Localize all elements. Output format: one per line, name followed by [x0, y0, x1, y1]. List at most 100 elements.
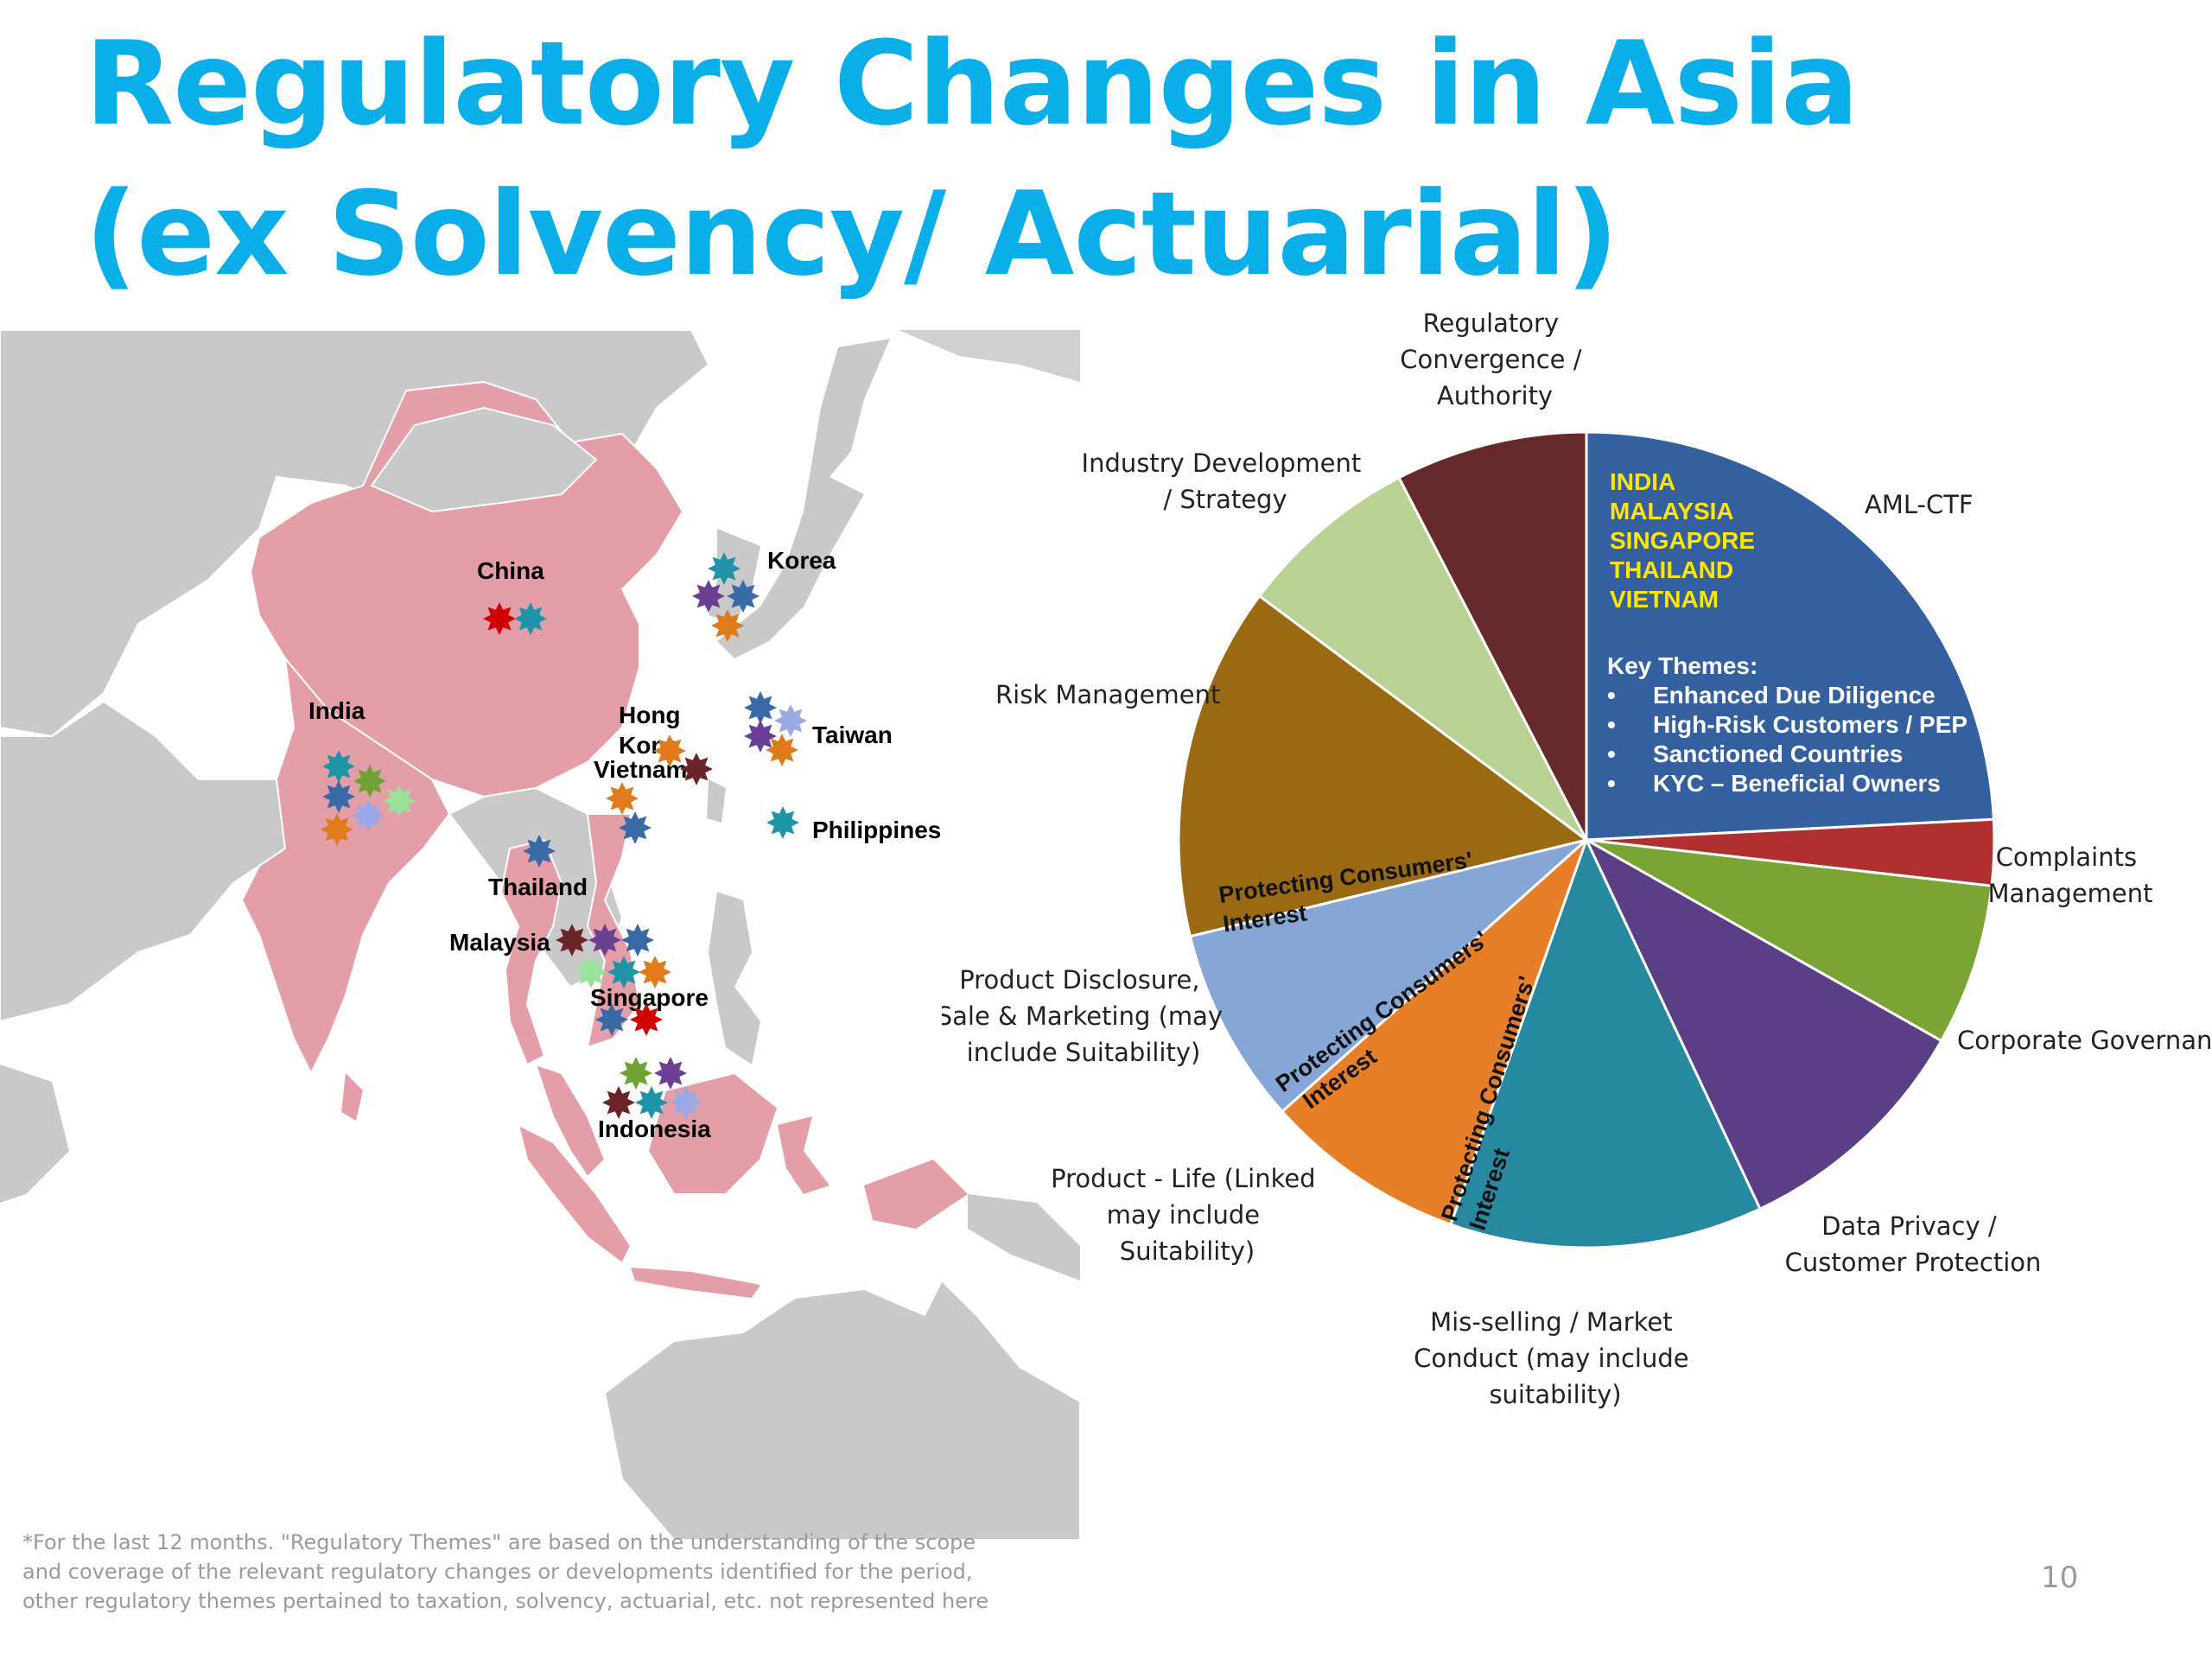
star-icon — [711, 609, 744, 642]
aml-countries: INDIA MALAYSIA SINGAPORE THAILAND VIETNA… — [1610, 468, 1762, 613]
star-icon — [353, 765, 386, 798]
star-icon — [556, 924, 588, 957]
pie-label-corporate-governance: Corporate Governance — [1957, 1026, 2212, 1055]
star-icon — [595, 1003, 628, 1036]
land-sumatra — [517, 1123, 632, 1265]
map-label-singapore: Singapore — [590, 984, 709, 1011]
star-icon — [692, 580, 725, 613]
star-icon — [635, 1086, 668, 1119]
star-icon — [621, 924, 654, 957]
page-number: 10 — [2041, 1560, 2079, 1595]
map-label-indonesia: Indonesia — [598, 1116, 711, 1142]
map-label-china: China — [477, 557, 544, 584]
theme-markers — [321, 552, 807, 1119]
land-taiwan — [707, 779, 726, 823]
land-korea — [709, 529, 760, 624]
footnote-line-1: *For the last 12 months. "Regulatory The… — [22, 1530, 976, 1554]
land-mongolia — [370, 406, 598, 513]
pie-label-aml-ctf: AML-CTF — [1865, 490, 1974, 519]
star-icon — [514, 602, 547, 635]
pie-label-data-privacy: Data Privacy / Customer Protection — [1785, 1211, 2042, 1277]
pie-slice-2 — [1586, 838, 1993, 1043]
pie-label-pd-1: Product Disclosure, — [959, 965, 1199, 995]
title-line-1: Regulatory Changes in Asia — [85, 16, 1859, 151]
map-label-hongkong-1: Hong — [619, 702, 681, 728]
star-icon — [483, 602, 516, 635]
pie-label-ms-3: suitability) — [1489, 1380, 1621, 1409]
pie-label-reg-1: Regulatory — [1423, 308, 1560, 338]
star-icon — [744, 720, 777, 753]
land-japan — [717, 339, 890, 658]
star-icon — [620, 1057, 652, 1090]
land-sri-lanka — [341, 1073, 363, 1121]
land-sulawesi — [778, 1116, 830, 1194]
pie-slice-4 — [1448, 836, 1762, 1249]
pie-slice-7 — [1177, 594, 1590, 938]
aml-themes-title: Key Themes: — [1607, 652, 1758, 679]
aml-theme-3: KYC – Beneficial Owners — [1653, 770, 1941, 797]
footnote: *For the last 12 months. "Regulatory The… — [22, 1528, 1016, 1616]
pie-label-regulatory-convergence: Regulatory Convergence / Authority — [1400, 308, 1589, 410]
pie-label-pl-3: Suitability) — [1120, 1236, 1255, 1266]
star-icon — [680, 753, 713, 785]
aml-theme-2: Sanctioned Countries — [1653, 741, 1903, 767]
star-icon — [352, 799, 385, 832]
aml-country-0: INDIA — [1610, 468, 1675, 495]
star-icon — [774, 704, 807, 737]
land-thailand — [499, 838, 563, 1066]
pie-label-comp-2: Management — [1987, 879, 2152, 908]
pie-label-reg-2: Convergence / — [1400, 345, 1581, 374]
pie-slice-6 — [1188, 838, 1587, 1114]
land-java — [631, 1268, 760, 1298]
pie-label-dp-1: Data Privacy / — [1821, 1211, 1997, 1241]
pie-slice-3 — [1583, 836, 1943, 1211]
aml-theme-0: Enhanced Due Diligence — [1653, 682, 1936, 709]
title-line-2: (ex Solvency/ Actuarial) — [85, 167, 1618, 302]
pie-label-pl-2: may include — [1107, 1200, 1260, 1230]
pie-slice-8 — [1257, 475, 1588, 842]
pie-label-product-life: Product - Life (Linked may include Suita… — [1051, 1164, 1324, 1266]
star-icon — [639, 956, 671, 988]
regulatory-themes-pie: Protecting Consumers' Interest Protectin… — [942, 308, 2212, 1409]
pie-slice-0 — [1585, 430, 1995, 842]
slide-title: Regulatory Changes in Asia (ex Solvency/… — [85, 9, 1859, 309]
pie-label-comp-1: Complaints — [1996, 842, 2137, 872]
map-label-korea: Korea — [767, 547, 836, 574]
footnote-line-2: and coverage of the relevant regulatory … — [22, 1560, 973, 1584]
star-icon — [766, 734, 798, 766]
land-papua — [864, 1160, 968, 1229]
star-icon — [321, 813, 353, 846]
land-philippines — [709, 892, 760, 1065]
star-icon — [588, 924, 621, 957]
pie-label-pd-2: Sale & Marketing (may — [942, 1001, 1223, 1031]
map-label-philippines: Philippines — [812, 817, 941, 843]
asia-map: China Korea India Hong Kong Vietnam Taiw… — [0, 330, 1080, 1540]
land-australia — [603, 1279, 1080, 1540]
pie-slice-9 — [1397, 430, 1588, 841]
map-label-malaysia: Malaysia — [449, 929, 550, 956]
star-icon — [383, 785, 416, 817]
land-png — [968, 1194, 1080, 1281]
land-far-east — [899, 330, 1080, 382]
aml-theme-1: High-Risk Customers / PEP — [1653, 711, 1967, 738]
map-label-india: India — [308, 697, 365, 724]
aml-callout: INDIA MALAYSIA SINGAPORE THAILAND VIETNA… — [1607, 468, 1974, 797]
aml-bullets: • • • • — [1607, 682, 1623, 797]
star-icon — [708, 552, 741, 585]
pie-label-product-disclosure: Product Disclosure, Sale & Marketing (ma… — [942, 965, 1230, 1067]
star-icon — [653, 734, 686, 767]
pie-slice-5 — [1280, 838, 1588, 1227]
star-icon — [744, 691, 777, 724]
aml-themes: Enhanced Due Diligence High-Risk Custome… — [1653, 682, 1974, 797]
aml-bullet-1: • — [1607, 711, 1616, 738]
aml-bullet-3: • — [1607, 770, 1616, 797]
pie-label-ms-1: Mis-selling / Market — [1430, 1307, 1672, 1337]
map-label-taiwan: Taiwan — [812, 721, 893, 748]
pie-label-ind-2: / Strategy — [1163, 485, 1287, 514]
aml-country-1: MALAYSIA — [1610, 498, 1733, 524]
pie-label-ms-2: Conduct (may include — [1414, 1344, 1688, 1373]
land-africa — [0, 1065, 69, 1203]
pie-label-risk-management: Risk Management — [995, 680, 1220, 709]
map-label-thailand: Thailand — [488, 874, 588, 900]
pie-label-pd-3: include Suitability) — [967, 1038, 1201, 1067]
